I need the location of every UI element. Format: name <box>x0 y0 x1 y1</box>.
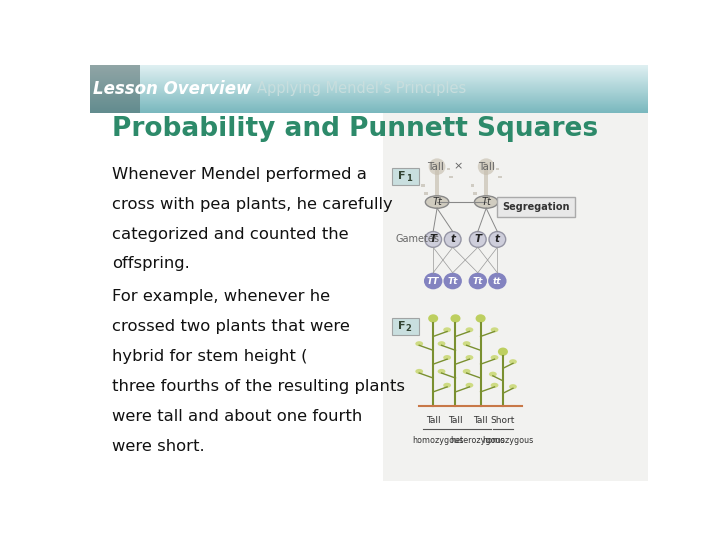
Ellipse shape <box>438 341 446 346</box>
Bar <box>90 113 648 481</box>
Ellipse shape <box>466 355 473 360</box>
Text: were short.: were short. <box>112 439 205 454</box>
FancyBboxPatch shape <box>392 168 419 185</box>
Ellipse shape <box>428 158 446 175</box>
Text: Tall: Tall <box>473 416 488 425</box>
Ellipse shape <box>490 327 498 332</box>
Text: Tt: Tt <box>448 276 458 286</box>
Ellipse shape <box>451 314 461 322</box>
Bar <box>495 167 499 170</box>
Text: homozygous: homozygous <box>482 436 533 445</box>
Text: cross with pea plants, he carefully: cross with pea plants, he carefully <box>112 197 393 212</box>
Ellipse shape <box>415 341 423 346</box>
Text: three fourths of the resulting plants: three fourths of the resulting plants <box>112 379 405 394</box>
Ellipse shape <box>469 273 487 289</box>
Text: Probability and Punnett Squares: Probability and Punnett Squares <box>112 116 598 142</box>
Bar <box>424 192 428 195</box>
Text: crossed two plants that were: crossed two plants that were <box>112 319 350 334</box>
Text: F: F <box>397 171 405 181</box>
Bar <box>383 113 648 481</box>
Text: Tt: Tt <box>432 197 442 207</box>
Text: heterozygous: heterozygous <box>451 436 505 445</box>
Ellipse shape <box>466 327 473 332</box>
Ellipse shape <box>424 273 442 289</box>
Ellipse shape <box>509 384 517 389</box>
Text: homozygous: homozygous <box>412 436 463 445</box>
Text: Tt: Tt <box>472 276 483 286</box>
Ellipse shape <box>478 158 495 175</box>
Text: tt: tt <box>493 276 502 286</box>
Bar <box>435 163 439 200</box>
Bar <box>421 184 425 187</box>
Bar <box>471 184 474 187</box>
Text: Gametes: Gametes <box>396 234 440 245</box>
Text: t: t <box>450 234 455 245</box>
Text: Tall: Tall <box>478 161 495 172</box>
Ellipse shape <box>489 372 497 377</box>
Text: 1: 1 <box>405 174 412 183</box>
Ellipse shape <box>476 314 485 322</box>
Text: Lesson Overview: Lesson Overview <box>93 80 251 98</box>
Ellipse shape <box>474 196 498 208</box>
Text: Tall: Tall <box>428 161 444 172</box>
Ellipse shape <box>425 232 441 247</box>
Text: Whenever Mendel performed a: Whenever Mendel performed a <box>112 167 367 181</box>
Text: Tall: Tall <box>448 416 463 425</box>
Bar <box>498 176 502 178</box>
FancyBboxPatch shape <box>498 197 575 217</box>
Text: For example, whenever he: For example, whenever he <box>112 289 330 305</box>
Ellipse shape <box>490 355 498 360</box>
Ellipse shape <box>415 369 423 374</box>
Text: Tt: Tt <box>481 197 491 207</box>
Text: hybrid for stem height (: hybrid for stem height ( <box>112 349 308 364</box>
Text: TT: TT <box>427 276 439 286</box>
Ellipse shape <box>509 359 517 364</box>
Text: 2: 2 <box>405 323 412 333</box>
Text: categorized and counted the: categorized and counted the <box>112 227 349 241</box>
Bar <box>473 192 477 195</box>
Text: T: T <box>430 234 437 245</box>
Ellipse shape <box>463 369 471 374</box>
Ellipse shape <box>444 327 451 332</box>
Bar <box>446 167 450 170</box>
Text: Short: Short <box>491 416 515 425</box>
Text: were tall and about one fourth: were tall and about one fourth <box>112 409 363 424</box>
Text: Applying Mendel’s Principles: Applying Mendel’s Principles <box>258 81 467 96</box>
Ellipse shape <box>489 232 505 247</box>
Ellipse shape <box>444 273 462 289</box>
Text: t: t <box>495 234 500 245</box>
Ellipse shape <box>444 383 451 388</box>
Text: Tall: Tall <box>426 416 441 425</box>
Bar <box>449 176 453 178</box>
Bar <box>484 163 488 200</box>
Ellipse shape <box>426 196 449 208</box>
Ellipse shape <box>490 383 498 388</box>
Ellipse shape <box>463 341 471 346</box>
FancyBboxPatch shape <box>392 318 419 335</box>
Text: F: F <box>397 321 405 330</box>
Bar <box>90 65 140 113</box>
Text: ×: × <box>454 161 463 172</box>
Text: Segregation: Segregation <box>503 201 570 212</box>
Ellipse shape <box>488 273 507 289</box>
Ellipse shape <box>498 348 508 356</box>
Ellipse shape <box>444 232 461 247</box>
Ellipse shape <box>438 369 446 374</box>
Text: T: T <box>474 234 482 245</box>
Ellipse shape <box>428 314 438 322</box>
Ellipse shape <box>444 355 451 360</box>
Ellipse shape <box>469 232 486 247</box>
Text: offspring.: offspring. <box>112 256 190 272</box>
Ellipse shape <box>466 383 473 388</box>
